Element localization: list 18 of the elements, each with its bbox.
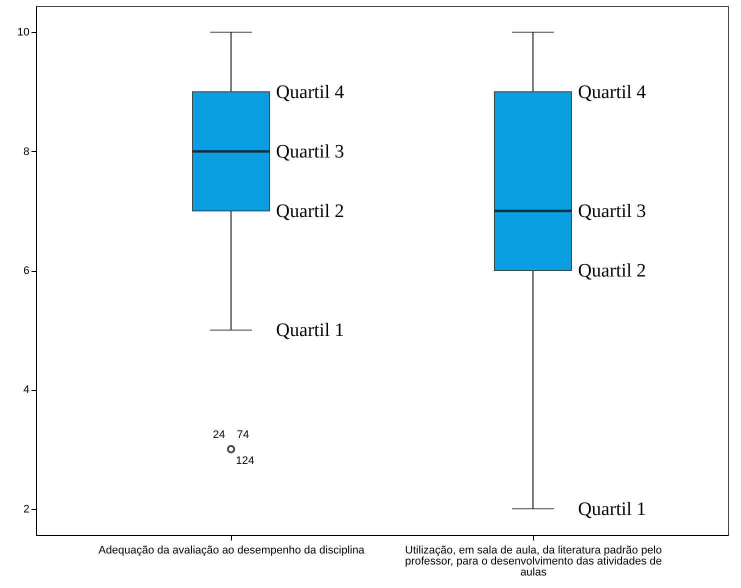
annotation: Quartil 4 [276, 82, 345, 103]
x-tick-label: Utilização, em sala de aula, da literatura padrão pelo professor, para o desenvolvimento das atividades de aulas [405, 544, 662, 578]
annotation: Quartil 2 [276, 200, 344, 222]
y-tick-label: 6 [23, 265, 30, 277]
y-tick-label: 10 [17, 26, 30, 39]
y-tick-label: 4 [23, 384, 30, 396]
annotation: Quartil 4 [578, 82, 647, 103]
annotation: Quartil 3 [578, 200, 646, 222]
annotation: 74 [236, 429, 250, 442]
x-tick-label: Adequação da avaliação ao desempenho da disciplina [98, 544, 366, 556]
y-tick-label: 8 [23, 146, 30, 158]
annotation: 24 [212, 429, 226, 442]
y-tick-label: 2 [23, 503, 30, 516]
annotation: Quartil 1 [578, 498, 646, 520]
annotation: 124 [236, 455, 254, 468]
annotation: Quartil 3 [276, 141, 344, 162]
annotation: Quartil 1 [276, 320, 344, 342]
annotation: Quartil 2 [578, 260, 646, 282]
